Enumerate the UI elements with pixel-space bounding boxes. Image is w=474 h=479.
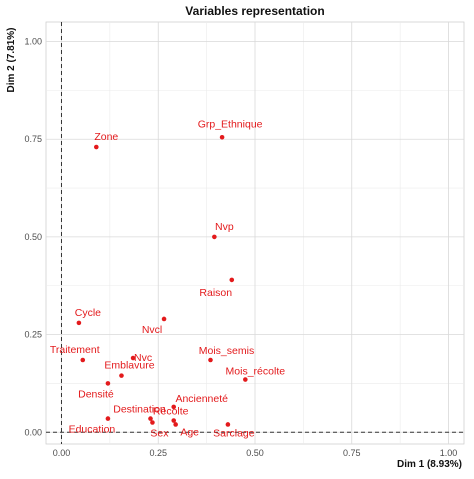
x-tick-label: 0.50 bbox=[246, 448, 264, 458]
data-point bbox=[243, 377, 248, 382]
y-tick-label: 0.25 bbox=[24, 330, 42, 340]
y-tick-label: 1.00 bbox=[24, 37, 42, 47]
data-point bbox=[80, 357, 86, 363]
data-point bbox=[208, 357, 213, 363]
point-label: Récolte bbox=[153, 406, 189, 418]
point-label: Ancienneté bbox=[175, 393, 228, 405]
x-axis-title: Dim 1 (8.93%) bbox=[397, 459, 462, 470]
data-point bbox=[119, 373, 124, 378]
x-tick-label: 1.00 bbox=[440, 448, 458, 458]
y-axis-title: Dim 2 (7.81%) bbox=[6, 27, 17, 92]
point-label: Nvp bbox=[215, 221, 234, 233]
point-label: Zone bbox=[94, 131, 118, 143]
point-label: Mois_récolte bbox=[226, 366, 286, 378]
point-label: Grp_Ethnique bbox=[198, 118, 263, 130]
points bbox=[76, 134, 248, 427]
point-label: Sex bbox=[150, 428, 169, 440]
y-tick-label: 0.75 bbox=[24, 134, 42, 144]
tick-labels: 0.00 0.25 0.50 0.75 1.00 0.00 0.25 0.50 0.75 1.00 bbox=[24, 37, 457, 458]
point-label: Mois_semis bbox=[199, 345, 254, 357]
data-point bbox=[171, 418, 177, 423]
y-tick-label: 0.50 bbox=[24, 232, 42, 242]
point-label: Nvcl bbox=[142, 324, 162, 336]
point-label: Age bbox=[180, 426, 199, 438]
data-point bbox=[76, 320, 82, 326]
x-tick-label: 0.75 bbox=[343, 448, 361, 458]
data-point bbox=[148, 416, 153, 421]
data-point bbox=[225, 422, 231, 427]
point-label: Sarclage bbox=[213, 427, 255, 439]
data-point bbox=[229, 277, 235, 283]
data-point bbox=[171, 404, 177, 410]
y-tick-label: 0.00 bbox=[24, 427, 42, 437]
point-labels: Grp_Ethnique Zone Nvp Raison Cycle Nvcl Traite… bbox=[50, 118, 285, 439]
point-label: Destination bbox=[113, 404, 166, 416]
data-point bbox=[130, 355, 136, 361]
data-point bbox=[161, 316, 167, 322]
x-tick-label: 0.25 bbox=[149, 448, 167, 458]
point-label: Raison bbox=[199, 287, 232, 299]
point-label: Emblavure bbox=[104, 360, 154, 372]
data-point bbox=[105, 416, 111, 421]
x-tick-label: 0.00 bbox=[53, 448, 71, 458]
reference-lines bbox=[46, 22, 464, 444]
point-label: Traitement bbox=[50, 344, 100, 356]
data-point bbox=[94, 144, 99, 150]
data-point bbox=[219, 134, 225, 140]
point-label: Education bbox=[69, 424, 116, 436]
data-point bbox=[150, 420, 155, 425]
data-point bbox=[105, 381, 111, 386]
point-label: Nvc bbox=[134, 352, 152, 364]
point-label: Densité bbox=[78, 388, 114, 400]
point-label: Cycle bbox=[75, 307, 101, 319]
chart-title: Variables representation bbox=[185, 4, 324, 18]
data-point bbox=[212, 234, 217, 240]
data-point bbox=[173, 422, 178, 427]
